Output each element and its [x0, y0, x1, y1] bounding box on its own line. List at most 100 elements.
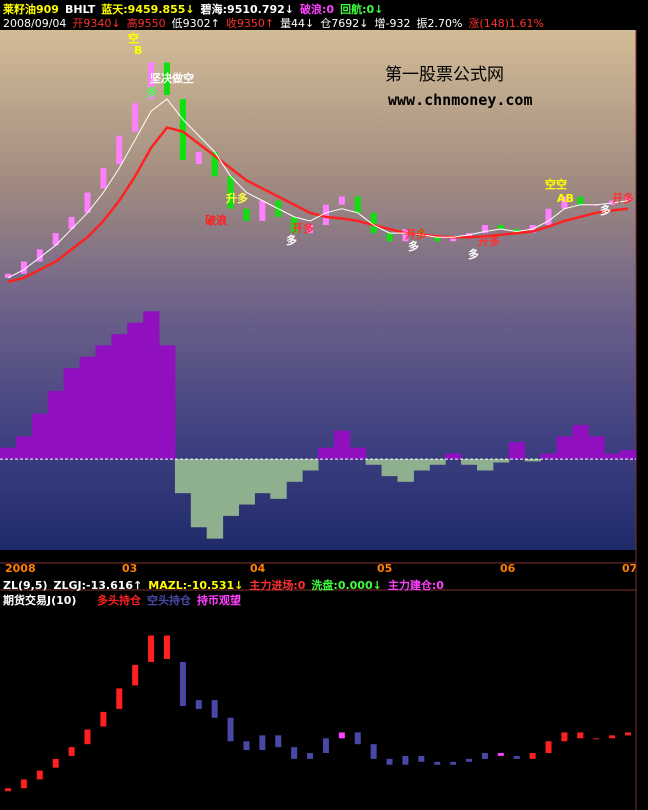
area-column — [476, 459, 494, 471]
candle-body — [100, 711, 107, 727]
watermark: www.chnmoney.com — [388, 91, 533, 109]
legend-entry: 空头持仓 — [147, 593, 192, 607]
candle-body — [561, 196, 568, 209]
indicator-text: ZL(9,5) — [3, 579, 48, 592]
area-column — [15, 436, 33, 460]
candle-body — [418, 755, 425, 762]
candle-body — [338, 196, 345, 205]
candle-body — [418, 229, 425, 238]
area-column — [0, 447, 17, 460]
area-column — [556, 436, 573, 460]
header-line: 莱籽油909 BHLT 蓝天:9459.855↓ 碧海:9510.792↓ 破浪:0 回航… — [3, 1, 389, 17]
candle-body — [545, 208, 552, 225]
candle-body — [68, 747, 75, 756]
area-column — [620, 450, 637, 460]
indicator-text: 主力建仓:0 — [387, 579, 444, 592]
candle-body — [307, 225, 314, 234]
candle-body — [275, 735, 282, 748]
x-tick-label: 04 — [250, 562, 266, 575]
candle-body — [529, 753, 536, 759]
header-text: BHLT — [64, 3, 96, 16]
annotation: 多 — [146, 85, 157, 99]
candle-body — [481, 225, 488, 234]
indicator-text: 洗盘:0.000↓ — [311, 579, 382, 592]
candle-body — [20, 261, 27, 274]
header-line: 2008/09/04 开9340↓ 高9550 低9302↑ 收9350↑ 量44↓ 仓76… — [3, 15, 550, 31]
candle-body — [577, 732, 584, 739]
legend-entry: 持币观望 — [197, 593, 241, 607]
area-column — [381, 459, 398, 477]
annotation: 多 — [468, 247, 479, 261]
candle-body — [116, 688, 123, 709]
candle-body — [179, 99, 186, 160]
candle-body — [52, 758, 59, 768]
area-column — [508, 442, 526, 460]
legend-entry: 多头持仓 — [97, 593, 142, 607]
area-column — [31, 413, 49, 460]
annotation: 开多 — [478, 234, 500, 248]
area-column — [143, 311, 160, 460]
candle-body — [354, 732, 361, 745]
area-column — [492, 459, 510, 463]
candle-body — [402, 229, 409, 242]
area-column — [127, 322, 144, 460]
area-column — [397, 459, 414, 482]
candle-body — [386, 758, 393, 765]
candle-body — [291, 216, 298, 234]
area-column — [63, 368, 81, 460]
candle-body — [370, 744, 377, 759]
candle-body — [211, 700, 218, 718]
candle-body — [227, 176, 234, 209]
candle-body — [211, 151, 218, 177]
area-column — [572, 425, 589, 460]
candle-body — [625, 732, 631, 736]
annotation: 坚决做空 — [150, 71, 194, 85]
annotation: 多 — [286, 233, 297, 247]
candle-body — [322, 204, 329, 225]
header-text: 破浪:0 — [300, 3, 335, 16]
header-text: 量44↓ — [280, 17, 315, 30]
header-text: 高9550 — [126, 17, 166, 30]
candle-body — [322, 738, 329, 753]
annotation: 空空 — [545, 177, 567, 191]
area-column — [159, 345, 176, 460]
header-text: 收9350↑ — [225, 17, 275, 30]
area-column — [445, 453, 462, 460]
area-column — [604, 453, 621, 460]
candle-body — [307, 753, 314, 759]
annotation: 开多 — [292, 221, 314, 235]
candle-body — [386, 233, 393, 242]
candle-body — [291, 747, 298, 759]
candle-body — [497, 225, 504, 230]
candle-body — [84, 192, 91, 213]
panel-title: 期货交易J(10) — [3, 593, 76, 607]
area-column — [429, 459, 446, 465]
area-column — [206, 459, 224, 539]
area-column — [540, 453, 557, 460]
candle-body — [20, 779, 27, 789]
x-tick-label: 07 — [622, 562, 637, 575]
annotation: 多 — [408, 239, 419, 253]
candle-body — [243, 741, 250, 751]
area-column — [588, 436, 605, 460]
indicator-text: ZLGJ:-13.616↑ — [53, 579, 143, 592]
area-column — [333, 430, 351, 460]
x-tick-label: 2008 — [5, 562, 36, 575]
candle-body — [497, 753, 504, 756]
candle-body — [450, 761, 457, 765]
annotation: 开多 — [612, 191, 634, 205]
candle-body — [481, 753, 488, 759]
x-tick-label: 03 — [122, 562, 137, 575]
annotation: 空 — [128, 31, 139, 45]
annotation: B — [134, 44, 142, 57]
candle-body — [354, 196, 361, 213]
header-text: 蓝天:9459.855↓ — [101, 3, 195, 16]
ma-line — [7, 126, 629, 284]
watermark: 第一股票公式网 — [385, 65, 504, 85]
candle-body — [259, 735, 266, 751]
candle-body — [116, 135, 123, 165]
candle-body — [84, 729, 91, 745]
area-column — [47, 390, 65, 460]
